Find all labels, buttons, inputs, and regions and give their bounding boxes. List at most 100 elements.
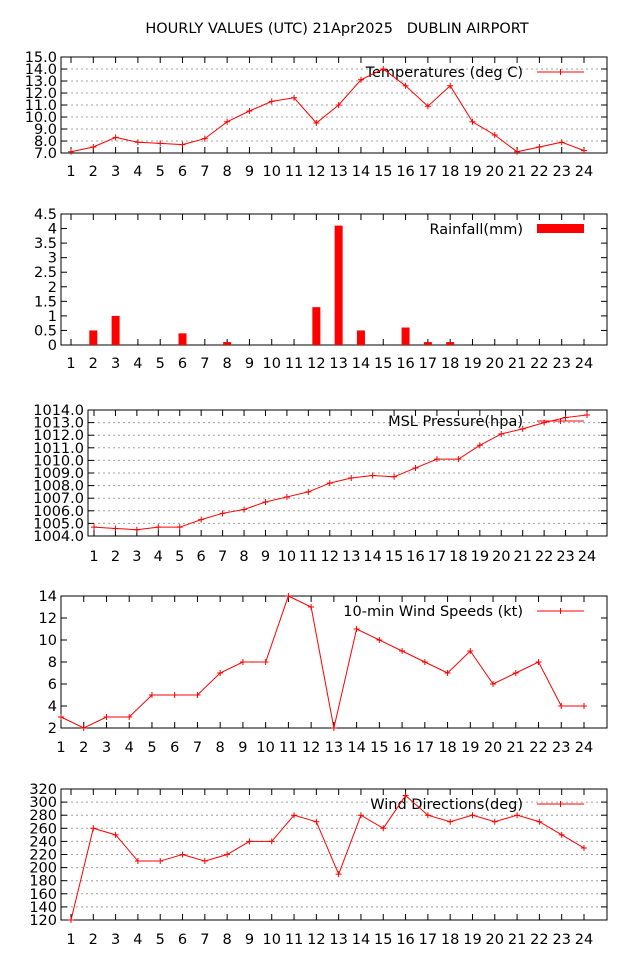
x-tick-label: 14: [352, 164, 370, 180]
x-tick-label: 7: [200, 164, 209, 180]
rain-bar: [312, 307, 321, 345]
x-tick-label: 15: [374, 164, 392, 180]
data-point: [246, 838, 253, 845]
y-tick-label: 13.0: [25, 74, 57, 90]
x-tick-label: 21: [507, 740, 525, 756]
y-tick-label: 1011.0: [33, 441, 84, 457]
y-tick-label: 4.5: [34, 207, 57, 223]
data-point: [201, 858, 208, 865]
series-line: [70, 68, 585, 153]
x-tick-label: 22: [529, 740, 547, 756]
data-point: [558, 703, 565, 709]
x-tick-label: 10: [263, 164, 281, 180]
x-tick-label: 1: [66, 932, 75, 948]
data-point: [201, 135, 208, 142]
data-point: [512, 670, 519, 676]
x-tick-label: 24: [575, 932, 593, 948]
x-tick-label: 1: [56, 740, 65, 756]
x-tick-label: 1: [89, 549, 98, 565]
data-point: [134, 858, 141, 865]
data-point: [291, 812, 298, 819]
x-tick-label: 11: [285, 356, 303, 372]
data-point: [103, 714, 110, 720]
y-tick-label: 220: [29, 848, 57, 864]
data-point: [536, 818, 543, 825]
data-point: [326, 480, 333, 487]
data-point: [535, 659, 542, 665]
x-tick-label: 20: [486, 164, 504, 180]
x-tick-label: 16: [393, 740, 411, 756]
x-tick-label: 21: [508, 356, 526, 372]
y-tick-label: 1005.0: [33, 516, 84, 532]
y-tick-label: 9.0: [34, 122, 57, 138]
x-tick-label: 20: [486, 932, 504, 948]
y-tick-label: 1008.0: [33, 479, 84, 495]
data-point: [444, 670, 451, 676]
x-tick-label: 22: [530, 164, 548, 180]
x-tick-label: 23: [556, 549, 574, 565]
x-tick-label: 14: [352, 356, 370, 372]
data-point: [112, 134, 119, 141]
data-point: [399, 648, 406, 654]
data-point: [491, 132, 498, 138]
data-point: [562, 414, 569, 421]
y-tick-label: 8.0: [34, 134, 57, 150]
x-tick-label: 22: [530, 932, 548, 948]
x-tick-label: 4: [125, 740, 134, 756]
x-tick-label: 17: [419, 164, 437, 180]
rain-bar: [446, 342, 455, 345]
data-point: [424, 812, 431, 819]
x-tick-label: 17: [419, 932, 437, 948]
x-tick-label: 13: [329, 356, 347, 372]
y-tick-label: 4: [48, 699, 57, 715]
data-point: [519, 425, 526, 432]
data-point: [380, 825, 387, 832]
x-tick-label: 3: [111, 164, 120, 180]
y-tick-label: 7.0: [34, 146, 57, 162]
x-tick-label: 6: [178, 164, 187, 180]
x-tick-label: 13: [325, 740, 343, 756]
x-tick-label: 5: [156, 164, 165, 180]
x-tick-label: 15: [370, 740, 388, 756]
data-point: [558, 139, 565, 146]
x-tick-label: 15: [374, 356, 392, 372]
rain-bar: [223, 342, 232, 345]
y-tick-label: 14.0: [25, 62, 57, 78]
y-tick-label: 12: [39, 611, 57, 627]
data-point: [491, 818, 498, 825]
data-point: [291, 94, 298, 101]
x-tick-label: 3: [102, 740, 111, 756]
y-tick-label: 1: [48, 309, 57, 325]
x-tick-label: 24: [575, 356, 593, 372]
x-tick-label: 3: [111, 356, 120, 372]
data-point: [541, 419, 548, 426]
data-point: [133, 526, 140, 533]
y-tick-label: 1012.0: [33, 428, 84, 444]
x-tick-label: 10: [263, 932, 281, 948]
x-tick-label: 21: [508, 164, 526, 180]
y-tick-label: 8: [48, 655, 57, 671]
y-tick-label: 120: [29, 913, 57, 929]
data-point: [469, 118, 476, 125]
y-tick-label: 180: [29, 874, 57, 890]
x-tick-label: 4: [133, 356, 142, 372]
data-point: [176, 524, 183, 531]
y-tick-label: 1007.0: [33, 491, 84, 507]
data-point: [246, 108, 253, 114]
y-tick-label: 15.0: [25, 50, 57, 66]
x-tick-label: 13: [342, 549, 360, 565]
y-tick-label: 1014.0: [33, 403, 84, 419]
data-point: [241, 506, 248, 513]
data-point: [421, 659, 428, 665]
data-point: [348, 475, 355, 482]
y-tick-label: 0.5: [34, 323, 57, 339]
y-tick-label: 2: [48, 721, 57, 737]
legend-label: MSL Pressure(hpa): [388, 414, 523, 430]
y-tick-label: 1009.0: [33, 466, 84, 482]
data-point: [376, 637, 383, 643]
data-point: [536, 144, 543, 150]
x-tick-label: 17: [416, 740, 434, 756]
x-tick-label: 13: [329, 932, 347, 948]
